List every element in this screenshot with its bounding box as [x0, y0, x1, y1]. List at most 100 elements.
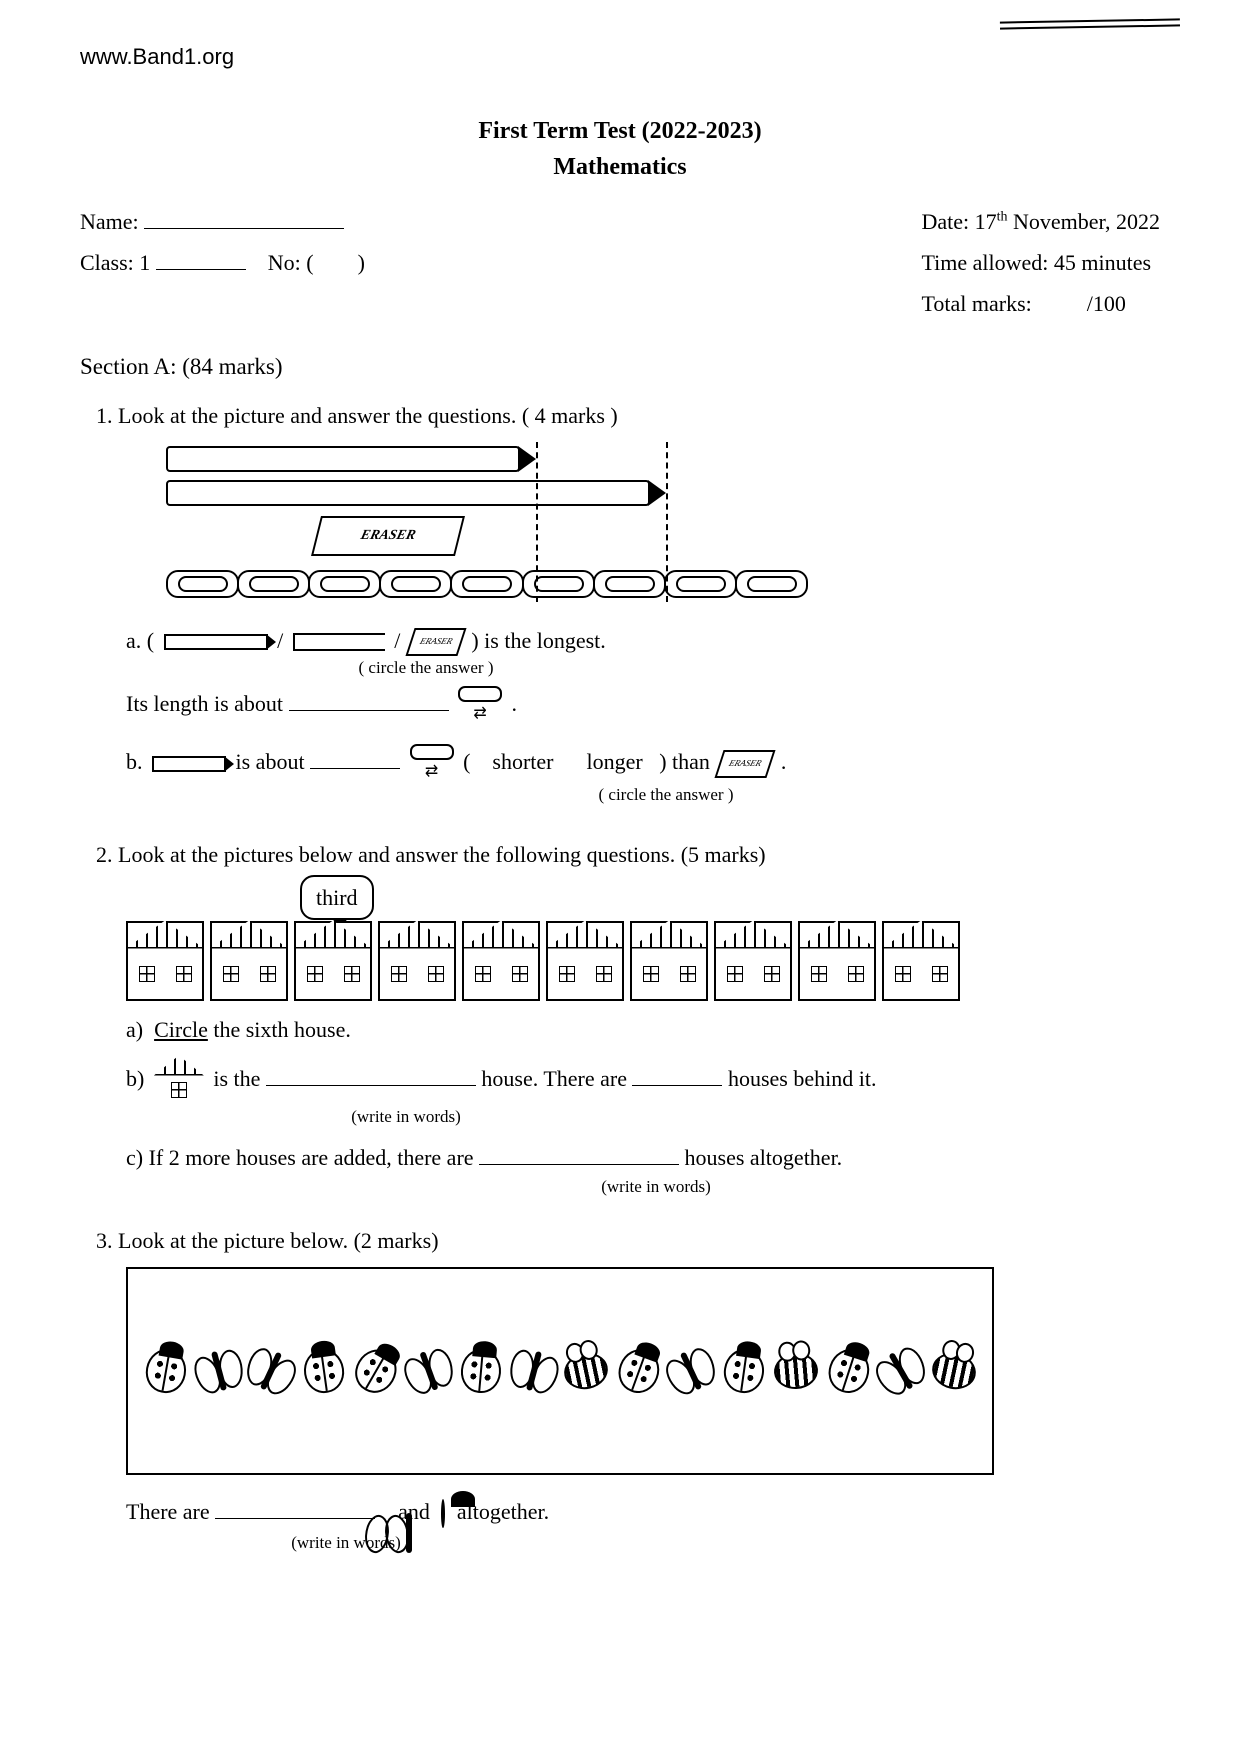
ladybug-icon [296, 1342, 352, 1398]
section-a-title: Section A: (84 marks) [80, 350, 1160, 385]
q2-text: 2. Look at the pictures below and answer… [96, 838, 1160, 871]
write-words-hint: (write in words) [306, 1104, 506, 1130]
marks-row: Total marks: /100 [921, 287, 1160, 320]
question-1: 1. Look at the picture and answer the qu… [96, 399, 1160, 808]
question-2: 2. Look at the pictures below and answer… [96, 838, 1160, 1200]
q1b-dot: . [781, 749, 787, 774]
q1a-len-blank[interactable] [289, 690, 449, 711]
q3-answer-line: There are and altogether. (write in word… [126, 1495, 1160, 1556]
houses-row: third [126, 921, 1160, 1001]
q2b-blank2[interactable] [632, 1065, 722, 1086]
guide-line-icon [536, 442, 538, 602]
clip-icon [522, 570, 595, 598]
q1b-blank[interactable] [310, 748, 400, 769]
date-row: Date: 17th November, 2022 [921, 205, 1160, 238]
slash: / [277, 628, 283, 653]
butterfly-icon [188, 1340, 249, 1401]
q1b-close: ) than [659, 749, 710, 774]
circle-hint: ( circle the answer ) [336, 655, 516, 681]
watermark: www.Band1.org [80, 40, 1160, 73]
mini-eraser-icon[interactable]: ERASER [405, 628, 466, 656]
ladybug-icon [137, 1342, 195, 1400]
q3-blank[interactable] [215, 1498, 375, 1519]
clip-icon [379, 570, 452, 598]
q2b-end: houses behind it. [728, 1066, 877, 1091]
question-3: 3. Look at the picture below. (2 marks) … [96, 1224, 1160, 1556]
house-icon[interactable] [882, 921, 960, 1001]
q2b-house: house. There are [481, 1066, 627, 1091]
name-label: Name: [80, 209, 139, 234]
write-words-hint: (write in words) [556, 1174, 756, 1200]
bee-icon [557, 1341, 616, 1400]
q1a-dot: . [512, 691, 518, 716]
clip-unit-icon: ⇄ [410, 744, 454, 784]
house-icon[interactable] [210, 921, 288, 1001]
house-icon[interactable] [126, 921, 204, 1001]
q1b-mid: is about [236, 749, 305, 774]
house-icon[interactable] [714, 921, 792, 1001]
clip-icon [237, 570, 310, 598]
q2b-blank1[interactable] [266, 1065, 476, 1086]
marks-label: Total marks: [921, 291, 1031, 316]
house-icon[interactable] [294, 921, 372, 1001]
class-row: Class: 1 No: ( ) [80, 246, 365, 279]
clip-icon [735, 570, 808, 598]
q3-there-are: There are [126, 1499, 210, 1524]
speech-bubble: third [300, 875, 374, 920]
paperclip-ruler [166, 570, 806, 598]
scan-artifact [1000, 18, 1180, 35]
q2c-blank[interactable] [479, 1144, 679, 1165]
date-sup: th [997, 210, 1008, 225]
eraser-icon: ERASER [311, 516, 465, 556]
class-blank[interactable] [156, 249, 246, 270]
bee-icon [769, 1343, 823, 1397]
mini-pencil-icon[interactable] [164, 634, 268, 650]
butterfly-icon [238, 1337, 304, 1403]
mini-eraser-icon: ERASER [715, 750, 776, 778]
q1b-shorter[interactable]: shorter [492, 749, 553, 774]
clip-icon [450, 570, 523, 598]
date-rest: November, 2022 [1008, 209, 1160, 234]
mini-pencil-icon [152, 756, 226, 772]
house-icon[interactable] [630, 921, 708, 1001]
q1a-length: Its length is about ⇄ . [126, 686, 1160, 726]
q1b: b. is about ⇄ ( shorter longer ) than ER… [126, 744, 1160, 808]
name-row: Name: [80, 205, 365, 238]
q1a-close: ) is the longest. [471, 628, 605, 653]
q1-text: 1. Look at the picture and answer the qu… [96, 399, 1160, 432]
q1b-longer[interactable]: longer [586, 749, 642, 774]
bugs-box [126, 1267, 994, 1475]
slash: / [394, 628, 400, 653]
name-blank[interactable] [144, 208, 344, 229]
q3-text: 3. Look at the picture below. (2 marks) [96, 1224, 1160, 1257]
house-icon[interactable] [798, 921, 876, 1001]
ladybug-icon [342, 1336, 410, 1404]
clip-icon [166, 570, 239, 598]
ladybug-icon [441, 1497, 445, 1530]
q2b-pre: b) [126, 1066, 144, 1091]
bee-icon [924, 1341, 983, 1400]
no-label: No: ( [268, 250, 314, 275]
ladybug-icon [817, 1339, 880, 1402]
date-label: Date: 17 [921, 209, 996, 234]
q2c: c) If 2 more houses are added, there are… [126, 1141, 1160, 1200]
circle-hint: ( circle the answer ) [566, 782, 766, 808]
butterfly-icon [503, 1340, 564, 1401]
q1-diagram: ERASER [156, 442, 836, 612]
q2b: b) is the house. There are houses behind… [126, 1058, 1160, 1130]
pencil-short-icon [166, 446, 520, 472]
q1a: a. ( / / ERASER ) is the longest. ( circ… [126, 624, 1160, 681]
house-icon[interactable] [546, 921, 624, 1001]
mini-pencil-open-icon[interactable] [293, 633, 385, 651]
ladybug-icon [607, 1338, 671, 1402]
q2b-mid: is the [213, 1066, 260, 1091]
q2c-pre: c) If 2 more houses are added, there are [126, 1145, 474, 1170]
q1b-paren-open: ( [463, 749, 470, 774]
house-icon[interactable] [462, 921, 540, 1001]
mini-house-icon [156, 1058, 202, 1104]
no-close: ) [358, 250, 365, 275]
house-icon[interactable] [378, 921, 456, 1001]
q2a-underline: Circle [154, 1017, 208, 1042]
pencil-long-icon [166, 480, 650, 506]
test-subject: Mathematics [80, 149, 1160, 185]
